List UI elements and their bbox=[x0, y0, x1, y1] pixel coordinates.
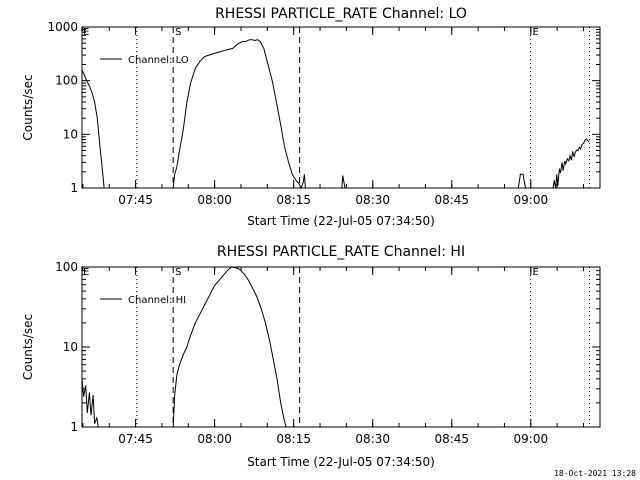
marker-label: S bbox=[175, 267, 181, 278]
x-tick-label: 08:30 bbox=[355, 193, 390, 207]
series-line bbox=[81, 69, 105, 189]
x-tick-label: 09:00 bbox=[514, 432, 549, 446]
marker-label: S bbox=[175, 27, 181, 38]
y-tick-label: 1 bbox=[70, 181, 78, 195]
y-tick-label: 100 bbox=[55, 74, 78, 88]
chart-title: RHESSI PARTICLE_RATE Channel: LO bbox=[215, 6, 467, 22]
x-tick-label: 08:45 bbox=[434, 432, 469, 446]
x-tick-label: 08:15 bbox=[276, 432, 311, 446]
x-axis-label: Start Time (22-Jul-05 07:34:50) bbox=[247, 214, 435, 228]
legend-label: Channel: HI bbox=[128, 295, 186, 306]
x-tick-label: 08:45 bbox=[434, 193, 469, 207]
chart-title: RHESSI PARTICLE_RATE Channel: HI bbox=[217, 244, 465, 260]
plot-frame bbox=[81, 266, 601, 428]
series-line bbox=[81, 378, 99, 428]
y-tick-label: 10 bbox=[63, 127, 78, 141]
generation-timestamp: 18-Oct-2021 13:28 bbox=[554, 469, 636, 478]
marker-label: E bbox=[532, 267, 538, 278]
series-line bbox=[341, 175, 346, 189]
x-tick-label: 08:30 bbox=[355, 432, 390, 446]
x-tick-label: 07:45 bbox=[118, 193, 153, 207]
legend-label: Channel: LO bbox=[128, 55, 189, 66]
y-axis-label: Counts/sec bbox=[21, 74, 35, 140]
x-tick-label: 08:00 bbox=[197, 432, 232, 446]
y-tick-label: 1000 bbox=[47, 20, 78, 34]
marker-label: E bbox=[83, 267, 89, 278]
y-tick-label: 1 bbox=[70, 420, 78, 434]
series-line bbox=[172, 39, 306, 190]
y-tick-label: 100 bbox=[55, 260, 78, 274]
plot-frame bbox=[81, 26, 601, 189]
x-tick-label: 08:00 bbox=[197, 193, 232, 207]
marker-label: E bbox=[83, 27, 89, 38]
x-tick-label: 07:45 bbox=[118, 432, 153, 446]
chart-panel-1: RHESSI PARTICLE_RATE Channel: LO Counts/s… bbox=[21, 6, 601, 228]
chart-panel-2: RHESSI PARTICLE_RATE Channel: HI Counts/s… bbox=[21, 244, 601, 469]
y-axis-label: Counts/sec bbox=[21, 314, 35, 380]
series-line bbox=[172, 266, 287, 428]
y-tick-label: 10 bbox=[63, 340, 78, 354]
x-axis-label: Start Time (22-Jul-05 07:34:50) bbox=[247, 455, 435, 469]
series-line bbox=[552, 138, 590, 189]
x-tick-label: 08:15 bbox=[276, 193, 311, 207]
marker-label: E bbox=[532, 27, 538, 38]
series-line bbox=[517, 173, 527, 189]
x-tick-label: 09:00 bbox=[514, 193, 549, 207]
